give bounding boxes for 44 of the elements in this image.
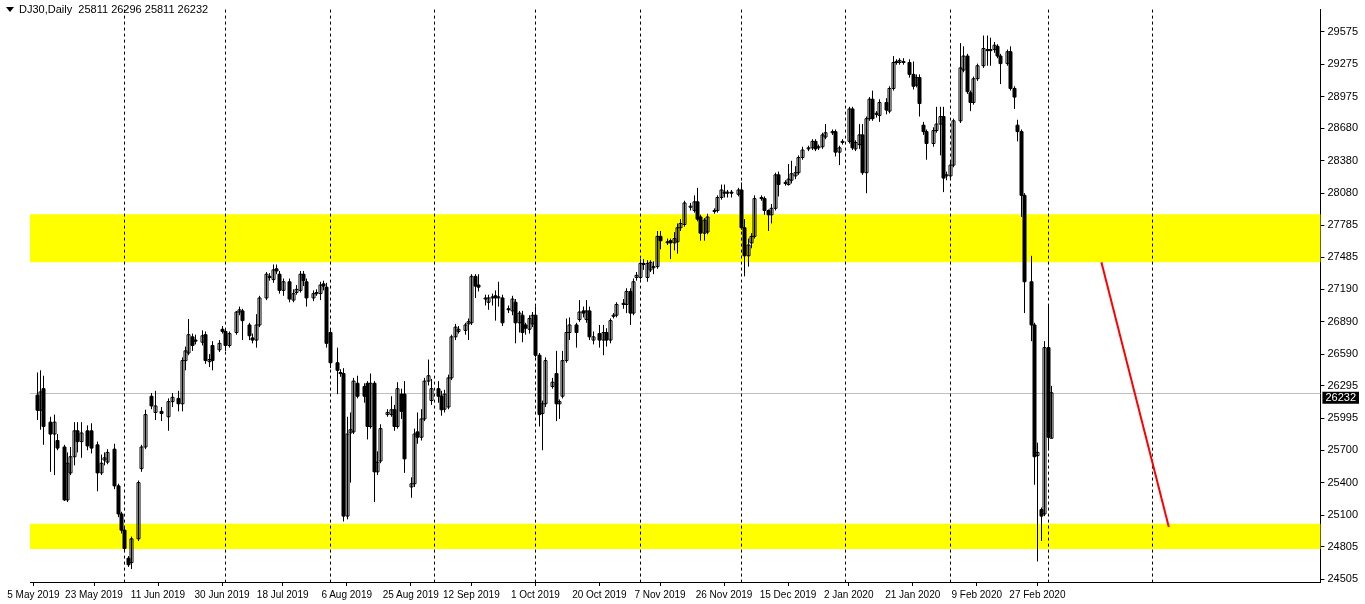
x-tick-label: 12 Sep 2019 (443, 588, 501, 600)
x-tick-label: 1 Oct 2019 (510, 588, 561, 600)
y-tick-label: 27485 (1327, 250, 1359, 263)
y-tick-label: 27190 (1327, 282, 1359, 295)
candlestick (227, 330, 232, 349)
y-tick-label: 27785 (1327, 218, 1359, 231)
x-tick-label: 27 Feb 2020 (1009, 588, 1066, 600)
y-tick-label: 29575 (1327, 24, 1359, 37)
y-tick-label: 26590 (1327, 347, 1359, 360)
y-tick-label: 26295 (1327, 379, 1359, 392)
y-tick-label: 25700 (1327, 443, 1359, 456)
candlestick (608, 317, 613, 344)
y-tick-label: 26890 (1327, 314, 1359, 327)
y-tick-label: 29275 (1327, 57, 1359, 70)
x-tick-label: 23 May 2019 (65, 588, 124, 600)
y-tick-label: 28975 (1327, 89, 1359, 102)
y-tick-label: 25400 (1327, 475, 1359, 488)
y-tick-label: 28680 (1327, 121, 1359, 134)
x-tick-label: 9 Feb 2020 (951, 588, 1003, 600)
x-tick-label: 5 May 2019 (7, 588, 60, 600)
x-tick-label: 21 Jan 2020 (885, 588, 941, 600)
candlestick (136, 479, 141, 542)
chart-title: DJ30,Daily 25811 26296 25811 26232 (19, 3, 209, 15)
ref-line-label: 26232 (1325, 390, 1357, 403)
candlestick (958, 42, 963, 124)
y-tick-label: 24805 (1327, 539, 1359, 552)
x-tick-label: 2 Jan 2020 (823, 588, 874, 600)
x-tick-label: 20 Oct 2019 (572, 588, 628, 600)
x-tick-label: 11 Jun 2019 (130, 588, 186, 600)
x-tick-label: 18 Jul 2019 (256, 588, 309, 600)
y-tick-label: 24505 (1327, 572, 1359, 585)
x-tick-label: 26 Nov 2019 (695, 588, 753, 600)
y-tick-label: 28380 (1327, 153, 1359, 166)
candlestick (166, 397, 171, 432)
y-tick-label: 25995 (1327, 411, 1359, 424)
x-tick-label: 7 Nov 2019 (634, 588, 687, 600)
x-tick-label: 30 Jun 2019 (194, 588, 250, 600)
x-tick-label: 25 Aug 2019 (382, 588, 440, 600)
y-tick-label: 28080 (1327, 186, 1359, 199)
x-tick-label: 6 Aug 2019 (321, 588, 373, 600)
candlestick (702, 217, 707, 242)
x-tick-label: 15 Dec 2019 (759, 588, 817, 600)
y-tick-label: 25100 (1327, 508, 1359, 521)
candlestick (675, 222, 680, 255)
